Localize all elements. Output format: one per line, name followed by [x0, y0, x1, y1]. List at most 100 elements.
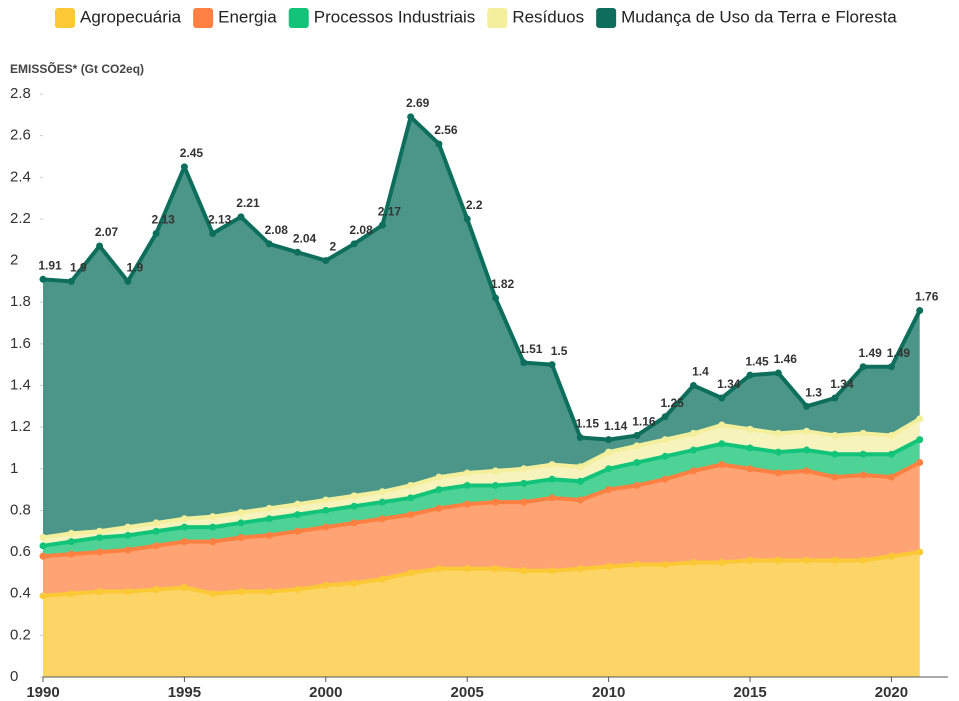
marker	[67, 550, 75, 558]
x-tick-label: 2020	[875, 684, 908, 701]
marker	[774, 556, 782, 564]
marker	[605, 486, 613, 494]
marker	[124, 277, 132, 285]
y-tick-label: 0.6	[10, 543, 31, 560]
marker	[492, 294, 499, 302]
data-label: 1.15	[576, 417, 600, 431]
marker	[152, 586, 160, 594]
data-label: 1.46	[774, 352, 798, 366]
y-tick-label: 1.4	[10, 376, 31, 393]
data-label: 1.16	[632, 415, 656, 429]
marker	[180, 163, 188, 171]
area-fill	[43, 116, 920, 538]
y-tick-label: 1.8	[10, 293, 31, 310]
marker	[774, 469, 782, 477]
marker	[661, 452, 669, 460]
marker	[435, 486, 443, 494]
marker	[463, 481, 471, 489]
marker	[407, 494, 415, 502]
marker	[520, 498, 528, 506]
data-label: 1.14	[604, 419, 628, 433]
legend-label: Mudança de Uso da Terra e Floresta	[621, 7, 897, 26]
marker	[435, 473, 443, 481]
marker	[209, 590, 217, 598]
legend-label: Energia	[218, 7, 277, 26]
marker	[774, 429, 782, 437]
marker	[718, 394, 726, 402]
marker	[605, 448, 613, 456]
marker	[435, 565, 443, 573]
marker	[350, 579, 358, 587]
marker	[435, 504, 443, 512]
marker	[378, 221, 386, 229]
marker	[180, 583, 188, 591]
marker	[689, 558, 697, 566]
legend-label: Agropecuária	[80, 7, 182, 26]
legend-label: Resíduos	[512, 7, 584, 26]
series-line	[42, 417, 921, 540]
marker	[548, 567, 556, 575]
marker	[746, 444, 754, 452]
x-tick-label: 2005	[451, 684, 484, 701]
x-tick-label: 1990	[26, 684, 59, 701]
marker	[124, 546, 132, 554]
marker	[746, 465, 754, 473]
marker	[718, 461, 726, 469]
marker	[294, 511, 302, 519]
marker	[831, 394, 839, 402]
marker	[180, 515, 188, 523]
y-tick-label: 0.8	[10, 501, 31, 518]
data-label: 2.13	[208, 213, 232, 227]
data-label: 1.91	[38, 258, 62, 272]
marker	[548, 461, 556, 469]
marker	[520, 359, 528, 367]
marker	[803, 556, 811, 564]
marker	[237, 519, 245, 527]
marker	[887, 552, 895, 560]
marker	[96, 533, 104, 541]
marker	[378, 575, 386, 583]
data-label: 1.4	[692, 365, 709, 379]
data-label: 1.9	[127, 261, 144, 275]
y-tick-label: 2.8	[10, 85, 31, 102]
marker	[605, 465, 613, 473]
marker	[237, 509, 245, 517]
data-label: 2	[329, 240, 336, 254]
marker	[322, 506, 330, 514]
data-label: 2.69	[406, 96, 430, 110]
marker	[887, 450, 895, 458]
marker	[209, 538, 217, 546]
y-tick-label: 2.6	[10, 127, 31, 144]
legend-swatch	[193, 8, 214, 28]
x-tick-label: 2010	[592, 684, 625, 701]
series-line	[42, 114, 922, 442]
y-tick-label: 1.6	[10, 335, 31, 352]
marker	[407, 113, 415, 121]
marker	[859, 450, 867, 458]
data-label: 1.34	[830, 377, 854, 391]
marker	[265, 588, 273, 596]
y-tick-label: 0.2	[10, 626, 31, 643]
marker	[39, 533, 47, 541]
marker	[492, 467, 499, 475]
data-label: 2.08	[349, 223, 373, 237]
marker	[661, 413, 669, 421]
marker	[124, 531, 132, 539]
marker	[859, 556, 867, 564]
marker	[294, 248, 302, 256]
data-label: 2.21	[236, 196, 260, 210]
legend-swatch	[596, 8, 617, 28]
marker	[859, 363, 867, 371]
marker	[548, 475, 556, 483]
series-line	[42, 460, 921, 559]
marker	[520, 479, 528, 487]
marker	[322, 496, 330, 504]
marker	[294, 527, 302, 535]
marker	[407, 481, 415, 489]
marker	[96, 527, 104, 535]
marker	[39, 552, 47, 560]
lines	[42, 114, 922, 598]
marker	[492, 481, 499, 489]
marker	[746, 556, 754, 564]
marker	[718, 421, 726, 429]
